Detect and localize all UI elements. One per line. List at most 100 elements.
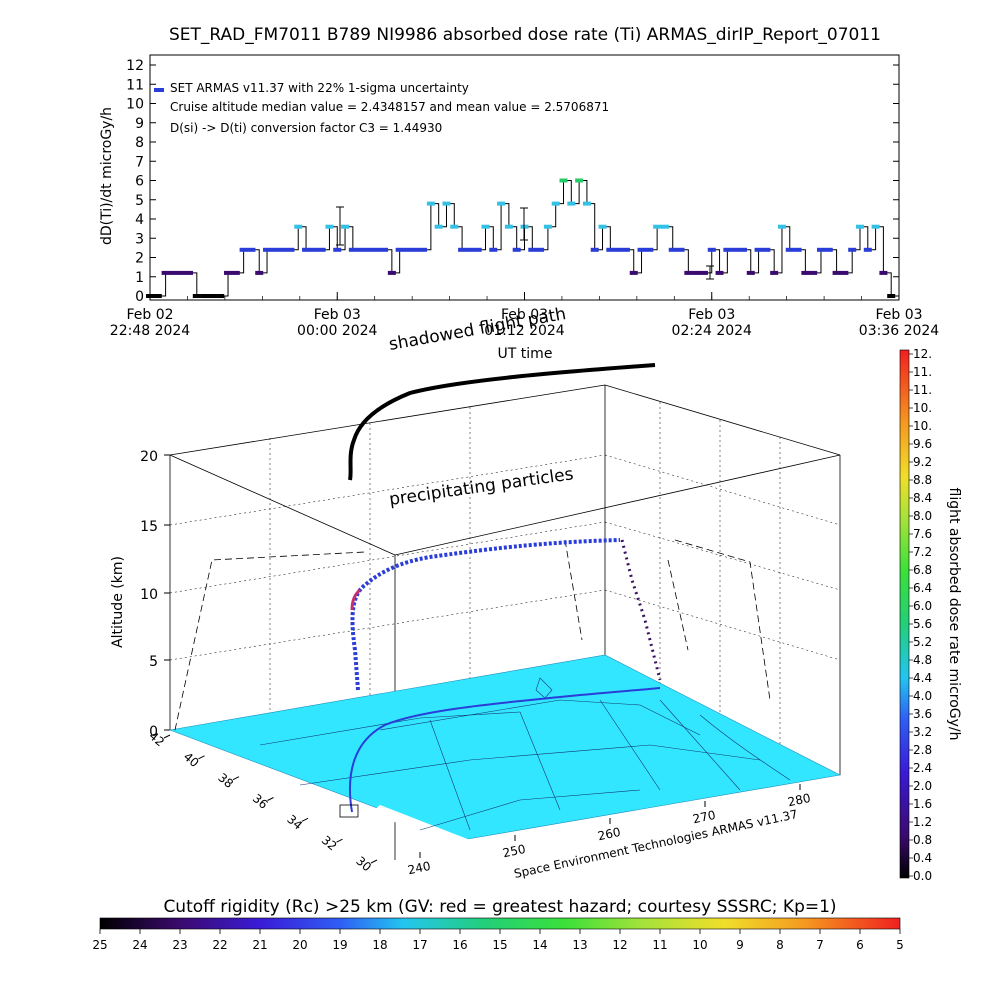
lon-tick-label: 240 [407, 859, 432, 877]
data-point [528, 247, 537, 252]
colorbar-tick-label: 9.2 [913, 455, 932, 469]
lat-tick-label: 40 [181, 750, 202, 771]
lat-tick [336, 838, 343, 843]
lat-tick [301, 817, 309, 822]
data-point [419, 247, 428, 252]
y-tick-label: 3 [135, 231, 144, 247]
data-point [684, 270, 693, 275]
rc-tick-label: 14 [532, 938, 547, 952]
data-point [816, 247, 825, 252]
data-point [668, 247, 677, 252]
lat-tick [198, 755, 205, 760]
colorbar-tick-label: 2.4 [913, 761, 932, 775]
lon-tick-label: 280 [787, 791, 812, 809]
data-point [575, 178, 584, 183]
colorbar-tick-label: 1.6 [913, 797, 932, 811]
data-point [832, 270, 841, 275]
rc-tick-label: 13 [572, 938, 587, 952]
rc-tick-label: 5 [896, 938, 904, 952]
rc-tick-label: 17 [412, 938, 427, 952]
series-dose-rate [146, 178, 896, 298]
altitude-axis-label: Altitude (km) [110, 556, 126, 648]
x-tick-date: Feb 03 [688, 307, 735, 323]
data-point [660, 224, 669, 229]
data-point [879, 270, 888, 275]
particle-plane [152, 430, 840, 625]
altitude-tick-label: 0 [149, 724, 158, 740]
y-tick-label: 4 [135, 212, 144, 228]
x-tick-date: Feb 03 [314, 307, 361, 323]
colorbar-tick-label: 8.8 [913, 473, 932, 487]
data-point [161, 270, 170, 275]
y-tick-label: 0 [135, 289, 144, 305]
data-point [434, 224, 443, 229]
airport-marker [339, 804, 359, 818]
data-point [840, 270, 849, 275]
colorbar-tick-label: 12. [913, 347, 932, 361]
x-tick-time: 01:12 2024 [484, 323, 565, 339]
data-point [208, 294, 217, 298]
data-point [458, 247, 467, 252]
data-point [676, 247, 685, 252]
lon-tick-label: 250 [502, 842, 527, 860]
x-tick-time: 22:48 2024 [110, 323, 191, 339]
rc-colorbar-title: Cutoff rigidity (Rc) >25 km (GV: red = g… [163, 897, 836, 917]
data-point [263, 247, 272, 252]
data-point [614, 247, 623, 252]
lat-tick-label: 36 [250, 791, 271, 812]
colorbar-dose [899, 349, 910, 879]
rc-tick-label: 21 [252, 938, 267, 952]
y-tick-label: 2 [135, 251, 144, 267]
longitude-axis: 240 250 260 270 280 [407, 784, 812, 877]
colorbar-tick-label: 6.8 [913, 563, 932, 577]
data-point [348, 247, 357, 252]
data-point [481, 224, 490, 229]
rc-colorbar-ticks: 25 24 23 22 21 20 19 18 17 16 15 14 13 12 11 10 9 8 7 6 5 [92, 929, 904, 952]
ground-track [348, 687, 661, 813]
data-point [317, 247, 326, 252]
data-point [395, 247, 404, 252]
data-point [824, 247, 833, 252]
data-point [543, 224, 552, 229]
lat-tick-label: 34 [284, 812, 305, 833]
data-point [380, 247, 389, 252]
data-point [450, 224, 459, 229]
colorbar-tick-label: 4.4 [913, 671, 932, 685]
colorbar-tick-label: 3.2 [913, 725, 932, 739]
data-point [809, 270, 818, 275]
data-point [536, 247, 545, 252]
map-gulf-area [372, 805, 470, 842]
colorbar-label: flight absorbed dose rate microGy/h [946, 488, 962, 741]
lon-tick-label: 270 [692, 808, 717, 826]
data-point [567, 201, 576, 206]
colorbar-tick-label: 0.8 [913, 833, 932, 847]
box-wireframe [169, 384, 841, 860]
flight-path-shadow [348, 363, 656, 481]
rc-tick-label: 22 [212, 938, 227, 952]
data-point [590, 247, 599, 252]
data-point [731, 247, 740, 252]
rc-tick-label: 25 [92, 938, 107, 952]
data-point [777, 224, 786, 229]
colorbar-tick-label: 5.2 [913, 635, 932, 649]
rc-tick-label: 8 [776, 938, 784, 952]
data-point [465, 247, 474, 252]
data-point [582, 201, 591, 206]
data-point [177, 270, 186, 275]
data-point [489, 247, 498, 252]
lat-tick-label: 30 [353, 854, 374, 875]
colorbar-tick-label: 2.0 [913, 779, 932, 793]
x-axis-label: UT time [498, 346, 553, 362]
data-point [746, 270, 755, 275]
y-tick-label: 12 [126, 58, 144, 74]
colorbar-tick-label: 10. [913, 401, 932, 415]
box-gridlines [169, 402, 841, 745]
rc-tick-label: 16 [452, 938, 467, 952]
data-point [637, 247, 646, 252]
x-tick-time: 00:00 2024 [297, 323, 378, 339]
data-point [629, 270, 638, 275]
rc-tick-label: 9 [736, 938, 744, 952]
